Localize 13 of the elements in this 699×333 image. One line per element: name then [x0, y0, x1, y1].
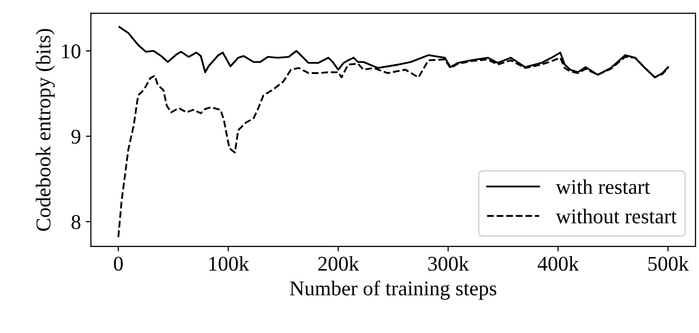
x-tick-label: 0	[114, 256, 123, 271]
y-axis-title: Codebook entropy (bits)	[36, 28, 55, 231]
x-tick-label: 500k	[648, 256, 689, 271]
x-axis-title: Number of training steps	[290, 280, 496, 300]
x-tick-label: 400k	[538, 256, 579, 271]
x-tick-label: 200k	[318, 256, 360, 271]
y-tick-label: 9	[71, 130, 80, 144]
x-tick-label: 100k	[209, 256, 250, 271]
y-tick-label: 10	[62, 44, 80, 58]
y-tick-label: 8	[72, 215, 80, 230]
legend-label: with restart	[556, 179, 650, 194]
legend-label: without restart	[556, 208, 677, 224]
x-tick-label: 300k	[428, 256, 469, 271]
